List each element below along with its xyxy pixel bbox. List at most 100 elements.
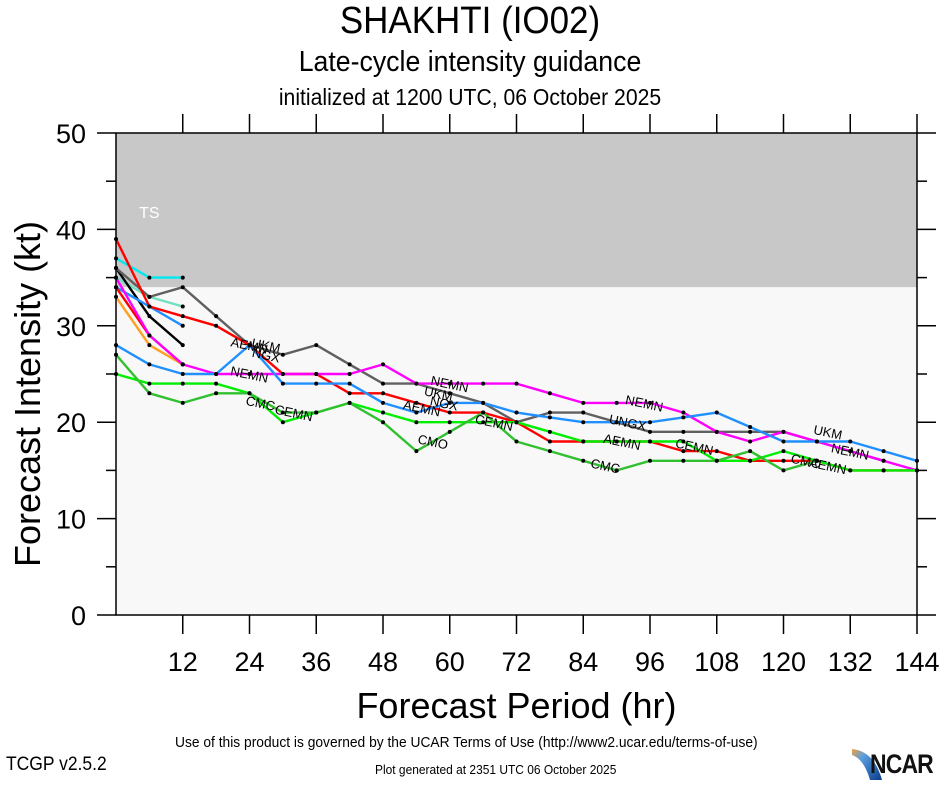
data-point bbox=[714, 410, 719, 415]
data-point bbox=[681, 449, 686, 454]
data-point bbox=[280, 410, 285, 415]
data-point bbox=[514, 381, 519, 386]
data-point bbox=[147, 391, 152, 396]
data-point bbox=[748, 439, 753, 444]
data-point bbox=[481, 381, 486, 386]
data-point bbox=[581, 420, 586, 425]
data-point bbox=[781, 468, 786, 473]
data-point bbox=[547, 429, 552, 434]
data-point bbox=[547, 415, 552, 420]
x-tick-label: 144 bbox=[894, 647, 939, 677]
data-point bbox=[781, 458, 786, 463]
series-label-ngx: NGX bbox=[429, 393, 460, 414]
data-point bbox=[347, 372, 352, 376]
y-tick-label: 40 bbox=[56, 215, 86, 245]
data-point bbox=[514, 439, 519, 444]
y-axis-title: Forecast Intensity (kt) bbox=[7, 221, 48, 567]
data-point bbox=[147, 294, 152, 299]
data-point bbox=[214, 314, 219, 319]
data-point bbox=[180, 362, 185, 367]
series-label-cmc: CMC bbox=[790, 451, 822, 472]
data-point bbox=[848, 449, 853, 454]
data-point bbox=[147, 304, 152, 309]
series-label-ngx: NGX bbox=[251, 345, 282, 366]
data-point bbox=[180, 323, 185, 328]
series-label-ukm: UKM bbox=[423, 383, 454, 404]
data-point bbox=[447, 400, 452, 405]
data-point bbox=[881, 458, 886, 463]
data-point bbox=[581, 439, 586, 444]
data-point bbox=[447, 381, 452, 386]
data-point bbox=[147, 314, 152, 319]
data-point bbox=[280, 372, 285, 376]
data-point bbox=[147, 333, 152, 338]
series-label-ukm: UKM bbox=[250, 335, 281, 356]
series-label-cmo: CMO bbox=[417, 431, 450, 452]
data-point bbox=[848, 468, 853, 473]
x-tick-label: 36 bbox=[301, 647, 331, 677]
data-point bbox=[881, 449, 886, 454]
data-point bbox=[147, 275, 152, 280]
data-point bbox=[581, 458, 586, 463]
data-point bbox=[814, 439, 819, 444]
data-point bbox=[381, 420, 385, 425]
data-point bbox=[547, 391, 552, 396]
data-point bbox=[381, 362, 385, 367]
data-point bbox=[347, 391, 352, 396]
chart-title: SHAKHTI (IO02) bbox=[339, 0, 601, 42]
x-tick-label: 108 bbox=[694, 647, 739, 677]
data-point bbox=[414, 449, 419, 454]
data-point bbox=[180, 400, 185, 405]
data-point bbox=[681, 439, 686, 444]
y-tick-label: 50 bbox=[56, 119, 86, 149]
series-line-cmc bbox=[115, 353, 818, 472]
data-point bbox=[748, 449, 753, 454]
data-point bbox=[447, 429, 452, 434]
data-point bbox=[180, 343, 185, 348]
data-point bbox=[648, 400, 652, 405]
data-point bbox=[581, 410, 586, 415]
data-point bbox=[180, 285, 185, 290]
data-point bbox=[180, 314, 185, 319]
data-point bbox=[314, 410, 319, 415]
data-point bbox=[481, 420, 486, 425]
data-point bbox=[681, 429, 686, 434]
data-point bbox=[781, 449, 786, 454]
data-point bbox=[748, 458, 753, 463]
data-point bbox=[214, 391, 219, 396]
data-point bbox=[414, 410, 419, 415]
data-point bbox=[447, 420, 452, 425]
data-point bbox=[414, 381, 419, 386]
ncar-logo: NCAR bbox=[852, 747, 940, 780]
data-point bbox=[214, 381, 219, 386]
data-point bbox=[814, 458, 819, 463]
data-point bbox=[280, 352, 285, 357]
data-point bbox=[180, 372, 185, 376]
data-point bbox=[547, 410, 552, 415]
x-tick-label: 72 bbox=[501, 647, 531, 677]
data-point bbox=[280, 381, 285, 386]
data-point bbox=[681, 415, 686, 420]
data-point bbox=[481, 400, 486, 405]
data-point bbox=[781, 439, 786, 444]
x-tick-label: 48 bbox=[368, 647, 398, 677]
init-time-label: initialized at 1200 UTC, 06 October 2025 bbox=[278, 84, 662, 110]
data-point bbox=[180, 381, 185, 386]
data-point bbox=[514, 410, 519, 415]
data-point bbox=[247, 372, 252, 376]
data-point bbox=[280, 420, 285, 425]
data-point bbox=[848, 439, 853, 444]
data-point bbox=[714, 458, 719, 463]
data-point bbox=[481, 410, 486, 415]
data-point bbox=[614, 400, 619, 405]
data-point bbox=[414, 400, 419, 405]
data-point bbox=[147, 381, 152, 386]
data-point bbox=[648, 439, 652, 444]
series-label-cmc: CMC bbox=[244, 393, 276, 414]
data-point bbox=[547, 449, 552, 454]
x-tick-label: 84 bbox=[568, 647, 598, 677]
version-label: TCGP v2.5.2 bbox=[6, 754, 107, 775]
y-tick-label: 0 bbox=[71, 601, 86, 631]
data-point bbox=[614, 420, 619, 425]
